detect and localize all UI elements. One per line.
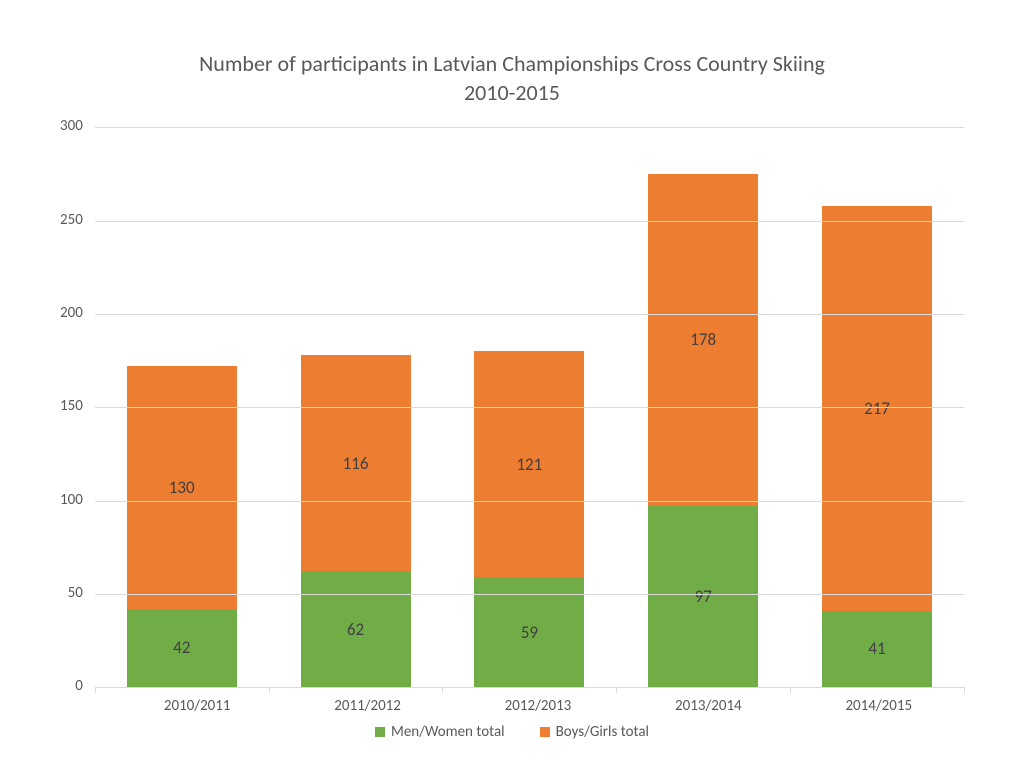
bar-segment-men-women: 62	[301, 571, 411, 687]
bar-group: 21741	[822, 206, 932, 688]
gridline	[95, 221, 964, 222]
gridline	[95, 594, 964, 595]
legend: Men/Women total Boys/Girls total	[60, 723, 964, 741]
gridline	[95, 501, 964, 502]
bar-group: 11662	[301, 355, 411, 687]
bar-segment-boys-girls: 116	[301, 355, 411, 572]
legend-label: Boys/Girls total	[556, 723, 649, 741]
bar-segment-men-women: 41	[822, 611, 932, 688]
bar-segment-boys-girls: 130	[127, 366, 237, 609]
bar-segment-men-women: 42	[127, 609, 237, 687]
legend-swatch	[375, 727, 385, 737]
x-axis-label: 2010/2011	[142, 697, 252, 715]
x-tick	[269, 687, 270, 693]
bar-segment-boys-girls: 121	[474, 351, 584, 577]
bar-segment-boys-girls: 178	[648, 174, 758, 506]
legend-item: Men/Women total	[375, 723, 505, 741]
x-tick	[616, 687, 617, 693]
y-axis: 300250200150100500	[60, 127, 95, 687]
legend-swatch	[540, 727, 550, 737]
x-tick	[790, 687, 791, 693]
x-axis-label: 2014/2015	[824, 697, 934, 715]
x-axis-label: 2013/2014	[653, 697, 763, 715]
bar-segment-men-women: 97	[648, 506, 758, 687]
legend-label: Men/Women total	[391, 723, 505, 741]
x-tick	[95, 687, 96, 693]
x-axis-label: 2011/2012	[313, 697, 423, 715]
x-tick	[964, 687, 965, 693]
bar-group: 17897	[648, 174, 758, 687]
gridline	[95, 687, 964, 688]
legend-item: Boys/Girls total	[540, 723, 649, 741]
chart-container: Number of participants in Latvian Champi…	[0, 0, 1024, 768]
x-tick	[442, 687, 443, 693]
gridline	[95, 127, 964, 128]
x-axis: 2010/2011 2011/2012 2012/2013 2013/2014 2014…	[112, 687, 964, 715]
chart-title: Number of participants in Latvian Champi…	[60, 50, 964, 107]
bar-group: 13042	[127, 366, 237, 687]
plot-area: 13042 11662 12159 17897 21741	[95, 127, 964, 688]
plot-area-wrapper: 300250200150100500 13042 11662 12159 17897 2…	[60, 127, 964, 687]
chart-title-line2: 2010-2015	[60, 79, 964, 108]
gridline	[95, 407, 964, 408]
x-axis-label: 2012/2013	[483, 697, 593, 715]
chart-title-line1: Number of participants in Latvian Champi…	[60, 50, 964, 79]
gridline	[95, 314, 964, 315]
bar-group: 12159	[474, 351, 584, 687]
